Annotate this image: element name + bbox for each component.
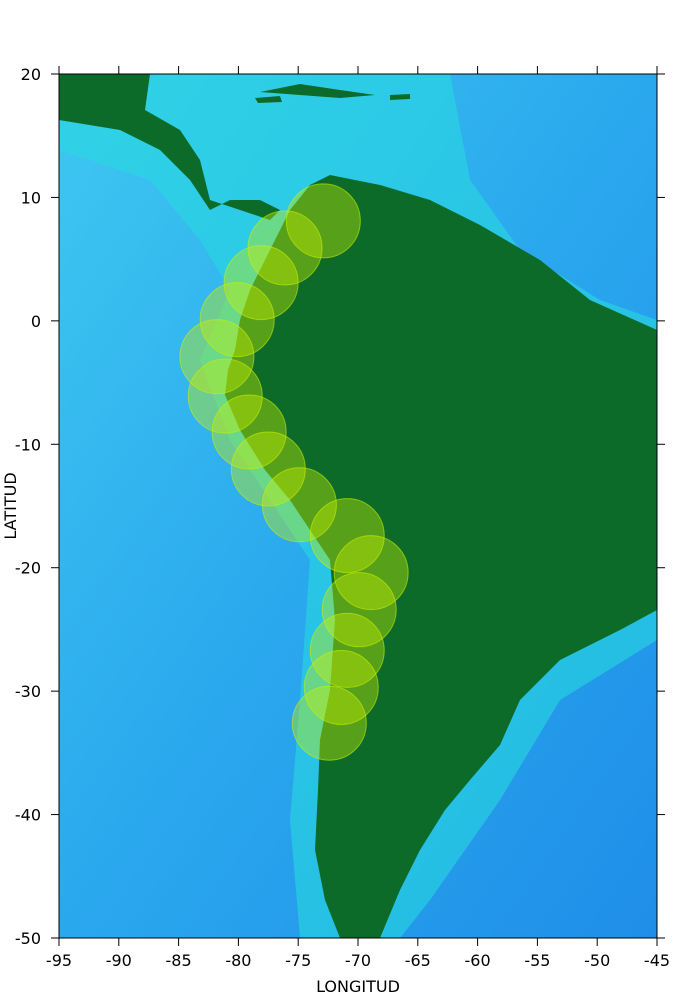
zone-circle [179,319,255,395]
y-tick-label: 0 [31,312,41,331]
zone-circle [333,535,409,611]
zone-circle [309,612,385,688]
zone-circle [223,245,299,321]
x-tick-label: -75 [285,951,311,970]
zone-circle [199,282,275,358]
y-tick-label: -30 [15,682,41,701]
zone-circle [309,498,385,574]
x-tick-label: -50 [584,951,610,970]
y-axis-label: LATITUD [1,472,20,539]
y-tick-label: 10 [21,188,41,207]
x-tick-label: -45 [644,951,670,970]
x-axis-label: LONGITUD [316,977,400,996]
x-tick-label: -90 [106,951,132,970]
zone-circle [291,685,367,761]
x-tick-label: -85 [166,951,192,970]
y-tick-label: 20 [21,65,41,84]
y-tick-label: -50 [15,929,41,948]
zone-circle [230,431,306,507]
zone-circle [261,467,337,543]
y-tick-label: -10 [15,435,41,454]
y-tick-label: -20 [15,559,41,578]
y-tick-label: -40 [15,806,41,825]
zone-circle [211,394,287,470]
x-tick-label: -65 [405,951,431,970]
map-background [59,74,657,938]
zone-circle [285,183,361,259]
zone-circle [303,649,379,725]
x-tick-label: -80 [225,951,251,970]
zone-circle [187,358,263,434]
x-tick-label: -60 [465,951,491,970]
x-tick-label: -55 [524,951,550,970]
zone-circle [321,572,397,648]
x-tick-label: -95 [46,951,72,970]
x-tick-label: -70 [345,951,371,970]
